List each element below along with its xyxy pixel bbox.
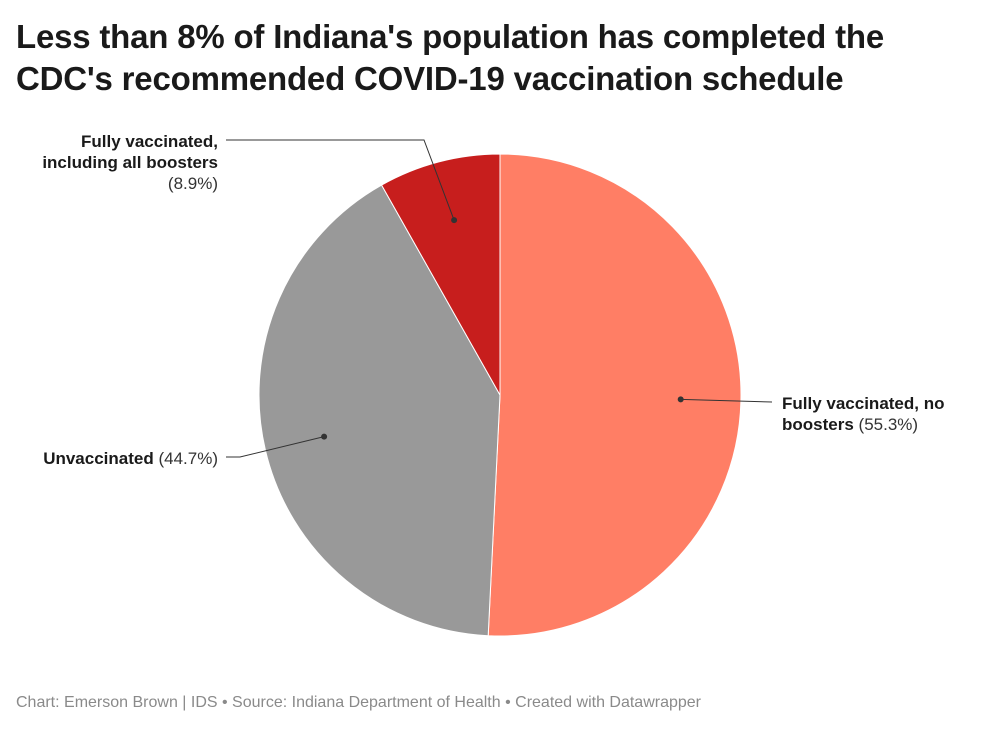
label-unvaccinated: Unvaccinated (44.7%)	[43, 449, 218, 468]
label-fully-vaccinated-no-boosters: Fully vaccinated, no boosters (55.3%)	[782, 394, 945, 434]
leader-dot-boosters	[451, 217, 458, 224]
leader-line-boosters	[226, 139, 455, 221]
pie-slice-3	[380, 153, 501, 397]
chart-title: Less than 8% of Indiana's population has…	[16, 16, 976, 100]
chart-title-line-1: Less than 8% of Indiana's population has…	[16, 18, 885, 55]
leader-line-unvaccinated	[226, 436, 325, 458]
leader-dot-unvaccinated	[321, 433, 328, 440]
chart-footer: Chart: Emerson Brown | IDS • Source: Ind…	[16, 694, 702, 711]
pie-slice-1	[487, 153, 742, 637]
chart-title-line-2: CDC's recommended COVID-19 vaccination s…	[16, 60, 844, 97]
leader-line-no-boosters	[680, 398, 773, 403]
leader-dot-no-boosters	[677, 396, 684, 403]
label-fully-vaccinated-boosters: Fully vaccinated, including all boosters…	[42, 132, 218, 193]
